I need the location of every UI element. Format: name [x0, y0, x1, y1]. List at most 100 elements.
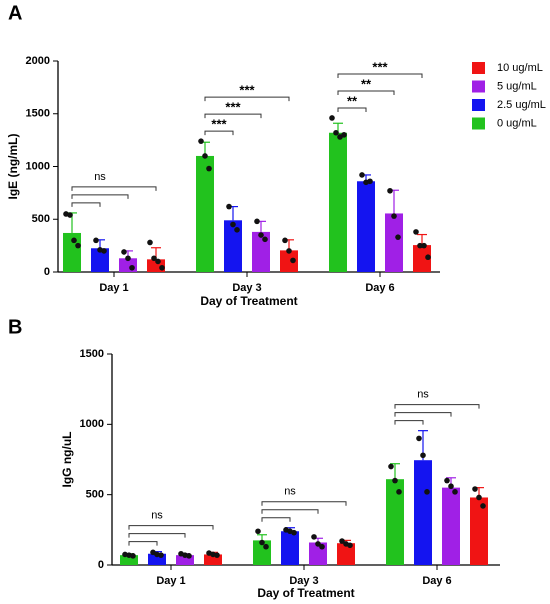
data-point	[234, 227, 240, 233]
significance-bracket	[71, 202, 101, 207]
significance-bracket	[394, 404, 480, 409]
data-point	[101, 248, 107, 254]
data-point	[480, 503, 486, 509]
data-point	[444, 477, 450, 484]
bar	[196, 155, 214, 272]
bar	[414, 460, 432, 565]
data-point	[472, 486, 478, 492]
data-point	[67, 212, 73, 218]
significance-label: ***	[372, 59, 388, 74]
significance-bracket	[204, 130, 234, 136]
data-point	[367, 178, 373, 185]
legend-label: 10 ug/mL	[497, 62, 543, 74]
significance-label: ***	[225, 100, 241, 115]
data-point	[395, 234, 401, 240]
data-point	[125, 255, 131, 262]
significance-bracket	[261, 517, 291, 522]
bar	[176, 555, 194, 565]
x-tick-label: Day 1	[99, 282, 128, 294]
data-point	[319, 543, 325, 550]
data-point	[424, 489, 430, 495]
data-point	[476, 494, 482, 501]
data-point	[198, 138, 204, 144]
data-point	[202, 153, 208, 159]
significance-bracket	[71, 186, 157, 191]
data-point	[359, 172, 365, 178]
data-point	[206, 165, 212, 172]
data-point	[290, 257, 296, 264]
y-tick-label: 0	[98, 559, 104, 571]
bar	[280, 250, 298, 272]
data-point	[387, 187, 393, 194]
significance-label: ns	[151, 510, 163, 522]
data-point	[186, 553, 192, 559]
data-point	[263, 543, 269, 550]
data-point	[311, 534, 317, 540]
significance-bracket	[128, 525, 214, 530]
bar	[413, 245, 431, 272]
bar	[281, 531, 299, 565]
significance-label: ns	[417, 389, 429, 401]
significance-bracket	[337, 107, 367, 112]
significance-label: **	[347, 93, 358, 108]
y-tick-label: 1500	[80, 348, 104, 360]
data-point	[130, 553, 136, 559]
data-point	[159, 264, 165, 271]
data-point	[158, 552, 164, 558]
legend-swatch	[472, 117, 485, 130]
y-tick-label: 1000	[80, 418, 104, 430]
data-point	[262, 236, 268, 243]
x-tick-label: Day 6	[422, 575, 451, 587]
significance-bracket	[261, 501, 347, 506]
y-tick-label: 1000	[26, 160, 50, 172]
significance-bracket	[71, 194, 129, 199]
significance-bracket	[128, 533, 186, 538]
data-point	[425, 254, 431, 261]
significance-bracket	[337, 90, 395, 95]
data-point	[392, 477, 398, 484]
data-point	[259, 539, 265, 546]
legend-label: 5 ug/mL	[497, 80, 537, 92]
bar	[357, 181, 375, 272]
legend-label: 0 ug/mL	[497, 117, 537, 129]
x-tick-label: Day 1	[156, 575, 185, 587]
significance-label: **	[361, 76, 372, 91]
data-point	[420, 452, 426, 459]
x-axis-label: Day of Treatment	[257, 586, 354, 600]
bar	[204, 554, 222, 565]
significance-bracket	[337, 73, 423, 78]
x-tick-label: Day 3	[232, 282, 261, 294]
x-axis-label: Day of Treatment	[200, 294, 297, 308]
significance-bracket	[128, 541, 158, 546]
bar	[470, 497, 488, 565]
y-axis-label: IgE (ng/mL)	[6, 134, 20, 200]
legend-swatch	[472, 62, 485, 74]
bar	[442, 487, 460, 565]
significance-label: ns	[94, 171, 106, 183]
data-point	[93, 237, 99, 244]
data-point	[151, 255, 157, 262]
significance-bracket	[394, 412, 452, 417]
data-point	[254, 218, 260, 225]
data-point	[341, 132, 347, 138]
data-point	[147, 239, 153, 246]
y-tick-label: 2000	[26, 55, 50, 67]
bar	[63, 232, 81, 272]
data-point	[448, 483, 454, 490]
significance-label: ns	[284, 486, 296, 498]
bar	[337, 543, 355, 565]
data-point	[121, 249, 127, 255]
significance-bracket	[204, 96, 290, 102]
legend-swatch	[472, 80, 485, 93]
x-tick-label: Day 3	[289, 575, 318, 587]
data-point	[282, 237, 288, 244]
data-point	[155, 258, 161, 265]
x-tick-label: Day 6	[365, 282, 394, 294]
y-tick-label: 500	[32, 213, 50, 225]
significance-label: ***	[211, 117, 227, 132]
y-tick-label: 500	[86, 489, 104, 501]
y-axis-label: IgG ng/uL	[60, 432, 74, 488]
data-point	[396, 489, 402, 495]
legend-label: 2.5 ug/mL	[497, 99, 546, 111]
data-point	[347, 542, 353, 549]
